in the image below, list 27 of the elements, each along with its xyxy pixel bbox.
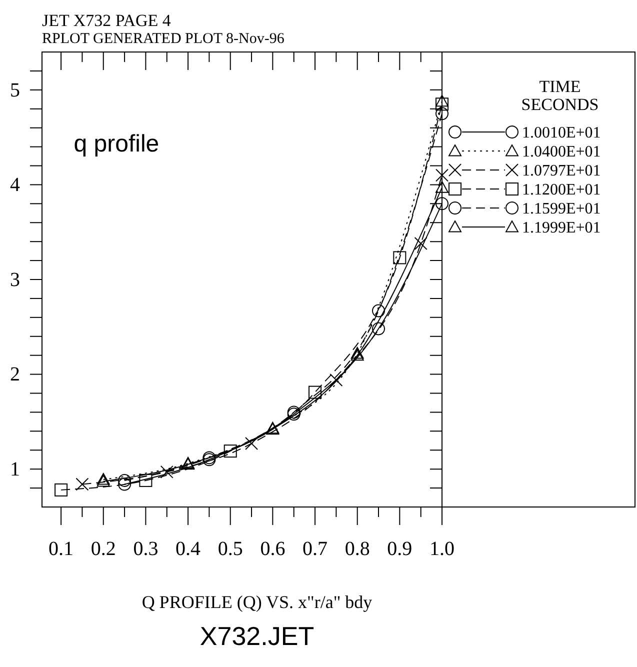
x-tick-label: 0.3 (133, 538, 158, 560)
x-tick-label: 1.0 (430, 538, 454, 560)
x-tick-label: 0.2 (90, 538, 116, 560)
legend-label: 1.1200E+01 (522, 182, 601, 199)
chart-title: JET X732 PAGE 4 (42, 11, 172, 30)
chart-subtitle: RPLOT GENERATED PLOT 8-Nov-96 (42, 31, 285, 47)
y-tick-label: 2 (10, 364, 20, 386)
legend-title: TIME SECONDS (521, 77, 599, 114)
legend-label: 1.1599E+01 (522, 200, 601, 218)
y-tick-label: 5 (10, 79, 20, 102)
y-tick-label: 1 (10, 458, 20, 480)
x-tick-label: 0.7 (302, 538, 328, 560)
x-tick-label: 0.1 (48, 538, 74, 560)
x-tick-label: 0.6 (260, 538, 286, 560)
legend-label: 1.0400E+01 (522, 144, 601, 161)
legend-label: 1.0010E+01 (522, 124, 601, 142)
x-tick-label: 0.4 (176, 538, 201, 560)
annotation: q profile (74, 130, 160, 158)
legend-label: 1.0797E+01 (522, 162, 601, 180)
x-tick-label: 0.8 (344, 538, 370, 560)
y-tick-label: 3 (10, 268, 20, 291)
y-tick-label: 4 (10, 174, 20, 196)
legend-label: 1.1999E+01 (522, 220, 601, 237)
text: X732.JET (200, 621, 314, 651)
x-tick-label: 0.5 (218, 538, 243, 560)
x-tick-label: 0.9 (387, 538, 412, 560)
x-axis-title: Q PROFILE (Q) VS. x"r/a" bdy (142, 592, 372, 612)
